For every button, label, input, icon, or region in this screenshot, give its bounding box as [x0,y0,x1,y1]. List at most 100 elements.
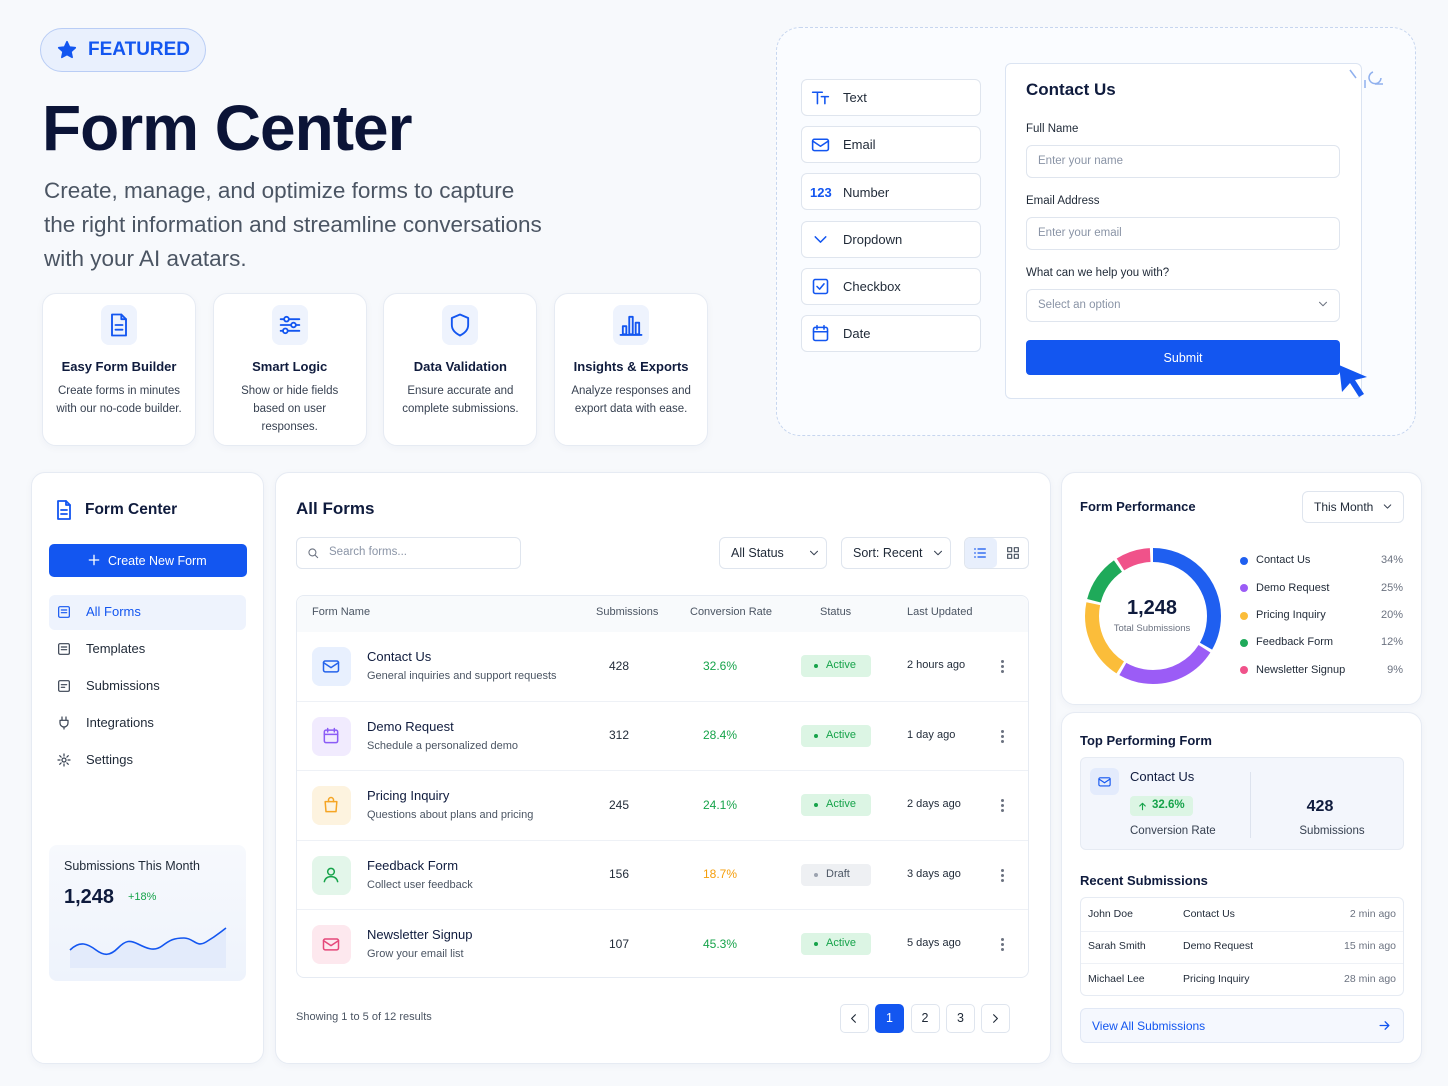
icon-part [1007,547,1013,553]
donut-segment [1085,548,1221,684]
sparkle-lines [1349,69,1383,88]
last-updated: 5 days ago [907,937,961,950]
page-button[interactable] [910,1004,940,1033]
form-desc: General inquiries and support requests [367,670,557,683]
row-divider [297,700,1028,702]
form-name: Feedback Form [367,857,459,873]
kebab-dot[interactable] [1001,739,1004,743]
filter-label: All Status [731,545,784,560]
field-type-button[interactable] [801,267,981,305]
kebab-dot[interactable] [1001,665,1004,668]
kebab-dot[interactable] [1001,878,1004,882]
icon-part [811,138,830,152]
kebab-dot[interactable] [1001,804,1004,807]
field-type-button[interactable] [801,315,981,352]
field-type-button[interactable] [801,173,981,211]
icon [1318,301,1328,307]
kebab-dot[interactable] [1001,938,1004,941]
recent-name: Michael Lee [1088,973,1145,986]
icon-part [1383,504,1392,509]
period-label: This Month [1314,499,1374,514]
create-button[interactable] [49,544,247,577]
donut-segment [1085,548,1221,684]
nav-active-bg [49,595,246,630]
icon-part [1098,777,1111,787]
nav-item[interactable]: Submissions [86,678,160,694]
kebab-dot[interactable] [1001,873,1004,877]
form-desc: Collect user feedback [367,878,473,891]
status-label: Active [826,798,856,811]
hero-subtitle: Create, manage, and optimize forms to ca… [44,178,542,271]
feature-title: Data Validation [413,359,507,375]
page-button[interactable] [875,1004,904,1033]
kebab-dot[interactable] [1001,670,1004,673]
icon [57,500,71,520]
page-button[interactable] [840,1004,869,1033]
filter-dropdown[interactable] [841,537,951,569]
icon-part [60,609,68,614]
icon-part [1013,547,1019,553]
kebab-dot[interactable] [1001,948,1004,951]
conversion-rate: 32.6% [703,658,738,673]
donut-total-label: Total Submissions [1113,623,1191,635]
column-header: Form Name [312,606,371,619]
kebab-dot[interactable] [1001,660,1004,663]
hero-title: Form Center [42,91,412,164]
icon-part [59,716,69,730]
kebab-dot[interactable] [1001,734,1004,738]
input-placeholder: Enter your name [1038,155,1124,168]
input[interactable] [1026,145,1340,178]
stats-change: +18% [128,891,157,904]
kebab-dot[interactable] [1001,729,1004,733]
page-button[interactable] [981,1004,1010,1033]
recent-time: 2 min ago [1349,907,1396,920]
icon-part [812,326,829,342]
icon-part [282,315,290,323]
input[interactable] [1026,217,1340,250]
icon [58,606,70,618]
icon [809,550,819,556]
stats-label: Submissions This Month [64,858,200,873]
icon [812,324,829,342]
field-type-button[interactable] [801,79,981,116]
filter-dropdown[interactable] [719,537,827,569]
icon [59,716,69,730]
icon-part [57,753,71,767]
feature-icon-bg [442,305,479,345]
legend-value: 12% [1380,636,1403,649]
icon [322,938,340,951]
table-header [297,596,1028,632]
submit-button[interactable] [1026,340,1340,375]
nav-item[interactable]: Settings [86,752,133,768]
status-dot [814,664,818,668]
search-input[interactable] [296,537,521,569]
icon [322,660,340,673]
nav-item[interactable]: Templates [86,641,146,657]
view-all-button[interactable] [1080,1008,1404,1043]
icon-part [323,727,339,735]
nav-item[interactable]: All Forms [86,604,141,620]
icon-part [811,140,830,148]
icon [57,753,71,767]
icon-part [60,646,68,651]
kebab-dot[interactable] [1001,809,1004,812]
field-type-button[interactable] [801,220,981,258]
status-pill [801,863,871,886]
kebab-dot[interactable] [1001,868,1004,872]
forms-panel [275,472,1051,1064]
number-icon: 123 [810,184,832,200]
status-label: Active [826,728,856,741]
kebab-dot[interactable] [1001,943,1004,946]
field-type-button[interactable] [801,126,981,164]
recent-time: 15 min ago [1344,940,1396,953]
kebab-dot[interactable] [1001,799,1004,802]
recent-time: 28 min ago [1344,973,1396,986]
input[interactable] [1026,289,1340,322]
status-pill [801,794,871,816]
submissions: 312 [609,728,630,743]
page-button[interactable] [946,1004,975,1033]
icon-part [58,606,70,618]
legend-value: 9% [1387,663,1403,676]
nav-item[interactable]: Integrations [86,715,154,731]
